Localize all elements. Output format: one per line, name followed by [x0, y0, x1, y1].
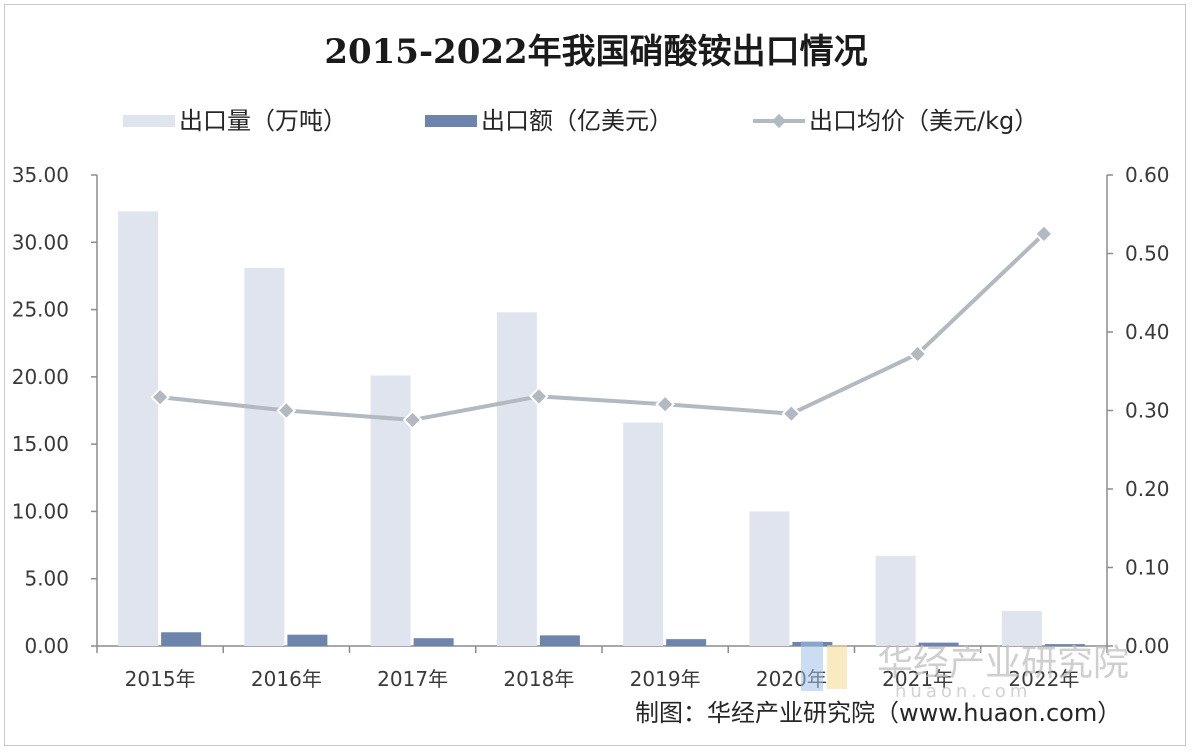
legend-label-volume: 出口量（万吨） [179, 107, 347, 135]
y-right-tick-label: 0.10 [1125, 556, 1170, 580]
watermark-logo-yellow [827, 645, 847, 689]
legend-label-value: 出口额（亿美元） [481, 107, 673, 135]
bar-export-value[interactable] [1044, 644, 1085, 646]
point-avg-price[interactable] [655, 394, 676, 415]
chart-title: 2015-2022年我国硝酸铵出口情况 [324, 32, 867, 72]
y-left-tick-label: 5.00 [24, 567, 69, 591]
x-tick-label: 2015年 [125, 667, 196, 691]
y-left-tick-label: 10.00 [12, 499, 69, 523]
y-left-tick-label: 35.00 [12, 163, 69, 187]
y-right-tick-label: 0.50 [1125, 242, 1170, 266]
bar-export-value[interactable] [413, 638, 454, 646]
x-tick-label: 2018年 [503, 667, 574, 691]
watermark-logo-blue [801, 641, 823, 691]
legend: 出口量（万吨） 出口额（亿美元） 出口均价（美元/kg） [123, 107, 1038, 135]
x-tick-label: 2017年 [377, 667, 448, 691]
legend-marker-price [771, 113, 787, 129]
legend-item-price[interactable]: 出口均价（美元/kg） [753, 107, 1038, 135]
point-avg-price[interactable] [781, 403, 802, 424]
bar-export-volume[interactable] [749, 511, 790, 646]
legend-item-volume[interactable]: 出口量（万吨） [123, 107, 347, 135]
watermark-text: 华经产业研究院 [877, 643, 1129, 684]
x-tick-label: 2016年 [251, 667, 322, 691]
bar-export-volume[interactable] [1001, 611, 1042, 646]
watermark: 华经产业研究院 huaon.com [801, 641, 1129, 702]
y-right-tick-label: 0.60 [1125, 163, 1170, 187]
bar-export-value[interactable] [161, 632, 202, 646]
point-avg-price[interactable] [528, 386, 549, 407]
bar-export-value[interactable] [666, 639, 707, 646]
y-right-tick-label: 0.20 [1125, 477, 1170, 501]
y-left-tick-label: 15.00 [12, 432, 69, 456]
point-avg-price[interactable] [150, 387, 171, 408]
y-left-tick-label: 20.00 [12, 365, 69, 389]
y-right-tick-label: 0.00 [1125, 634, 1170, 658]
legend-swatch-value [425, 115, 477, 127]
bar-export-value[interactable] [539, 635, 580, 646]
y-left-tick-label: 25.00 [12, 298, 69, 322]
bar-export-volume[interactable] [623, 422, 664, 646]
point-avg-price[interactable] [907, 344, 928, 364]
bar-export-volume[interactable] [118, 211, 159, 646]
legend-swatch-volume [123, 115, 175, 127]
chart-frame: 2015-2022年我国硝酸铵出口情况 出口量（万吨） 出口额（亿美元） 出口均… [4, 4, 1186, 746]
point-avg-price[interactable] [1033, 223, 1054, 244]
bar-export-value[interactable] [918, 642, 959, 646]
bar-export-volume[interactable] [244, 267, 285, 646]
x-tick-label: 2022年 [1008, 667, 1079, 691]
bar-export-volume[interactable] [496, 312, 537, 646]
x-tick-label: 2019年 [630, 667, 701, 691]
y-left-tick-label: 30.00 [12, 230, 69, 254]
bar-export-value[interactable] [287, 634, 328, 646]
y-right-tick-label: 0.30 [1125, 399, 1170, 423]
y-left-tick-label: 0.00 [24, 634, 69, 658]
source-caption: 制图：华经产业研究院（www.huaon.com） [635, 699, 1121, 727]
chart-svg: 2015-2022年我国硝酸铵出口情况 出口量（万吨） 出口额（亿美元） 出口均… [12, 32, 1170, 727]
line-avg-price [159, 232, 1046, 422]
bar-export-volume[interactable] [875, 555, 916, 646]
point-avg-price[interactable] [276, 400, 297, 421]
plot-area: 0.00 5.00 10.00 15.00 20.00 25.00 30.00 35.00 0.… [12, 163, 1170, 691]
y-right-tick-label: 0.40 [1125, 320, 1170, 344]
x-tick-label: 2021年 [882, 667, 953, 691]
legend-item-value[interactable]: 出口额（亿美元） [425, 107, 673, 135]
point-avg-price[interactable] [402, 410, 423, 430]
watermark-url: huaon.com [895, 681, 1031, 702]
legend-label-price: 出口均价（美元/kg） [809, 107, 1038, 135]
